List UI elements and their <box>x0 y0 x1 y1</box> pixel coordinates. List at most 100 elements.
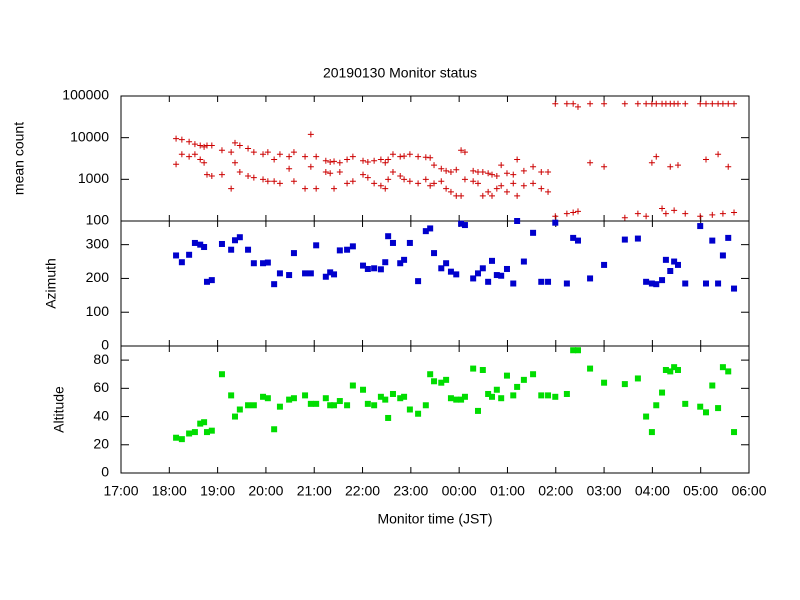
point <box>377 266 384 273</box>
point <box>520 376 527 383</box>
point <box>552 100 559 107</box>
point <box>191 151 198 158</box>
y-tick-label: 10000 <box>70 128 109 144</box>
point <box>382 396 389 403</box>
point <box>563 280 570 287</box>
point <box>290 250 297 257</box>
point <box>659 389 666 396</box>
point <box>709 237 716 244</box>
point <box>653 281 660 288</box>
point <box>552 219 559 226</box>
point <box>438 379 445 386</box>
point <box>563 100 570 107</box>
point <box>453 271 460 278</box>
point <box>401 393 408 400</box>
point <box>479 192 486 199</box>
x-tick-label: 20:00 <box>248 483 283 499</box>
point <box>422 228 429 235</box>
x-tick-label: 02:00 <box>538 483 573 499</box>
point <box>385 233 392 240</box>
point <box>360 262 367 269</box>
point <box>438 165 445 172</box>
point <box>203 171 210 178</box>
point <box>331 271 338 278</box>
point <box>360 171 367 178</box>
point <box>703 100 710 107</box>
point <box>427 154 434 161</box>
point <box>322 395 329 402</box>
point <box>197 420 204 427</box>
x-tick-label: 18:00 <box>152 483 187 499</box>
point <box>530 180 537 187</box>
point <box>397 260 404 267</box>
point <box>344 402 351 409</box>
point <box>520 167 527 174</box>
point <box>178 136 185 143</box>
point <box>218 171 225 178</box>
point <box>431 180 438 187</box>
x-tick-label: 06:00 <box>731 483 766 499</box>
point <box>250 402 257 409</box>
point <box>406 178 413 185</box>
point <box>545 188 552 195</box>
x-tick-label: 04:00 <box>635 483 670 499</box>
point <box>682 100 689 107</box>
point <box>545 168 552 175</box>
point <box>485 170 492 177</box>
point <box>191 141 198 148</box>
point <box>250 174 257 181</box>
point <box>570 347 577 354</box>
point <box>385 176 392 183</box>
point <box>648 159 655 166</box>
point <box>474 407 481 414</box>
point <box>401 153 408 160</box>
point <box>447 188 454 195</box>
point <box>371 265 378 272</box>
point <box>389 390 396 397</box>
point <box>510 392 517 399</box>
point <box>336 168 343 175</box>
point <box>327 402 334 409</box>
point <box>498 182 505 189</box>
point <box>489 393 496 400</box>
point <box>587 159 594 166</box>
point <box>431 378 438 385</box>
point <box>427 225 434 232</box>
point <box>674 162 681 169</box>
point <box>601 261 608 268</box>
point <box>671 364 678 371</box>
point <box>236 406 243 413</box>
point <box>290 178 297 185</box>
point <box>731 100 738 107</box>
point <box>228 149 235 156</box>
point <box>186 153 193 160</box>
point <box>427 182 434 189</box>
point <box>634 210 641 217</box>
y-tick-label: 100000 <box>62 87 109 103</box>
point <box>186 430 193 437</box>
point <box>498 272 505 279</box>
point <box>331 158 338 165</box>
point <box>203 278 210 285</box>
point <box>201 419 208 426</box>
point <box>401 256 408 263</box>
point <box>587 275 594 282</box>
plot-frame <box>120 95 750 222</box>
point <box>458 147 465 154</box>
point <box>173 434 180 441</box>
point <box>415 180 422 187</box>
point <box>382 185 389 192</box>
point <box>643 278 650 285</box>
point <box>197 156 204 163</box>
point <box>286 153 293 160</box>
point <box>443 260 450 267</box>
y-tick-label: 300 <box>86 235 110 251</box>
point <box>474 270 481 277</box>
point <box>479 168 486 175</box>
point <box>653 100 660 107</box>
point <box>197 142 204 149</box>
point <box>453 396 460 403</box>
x-tick-label: 23:00 <box>393 483 428 499</box>
y-axis-label: Altitude <box>51 386 67 433</box>
point <box>634 375 641 382</box>
